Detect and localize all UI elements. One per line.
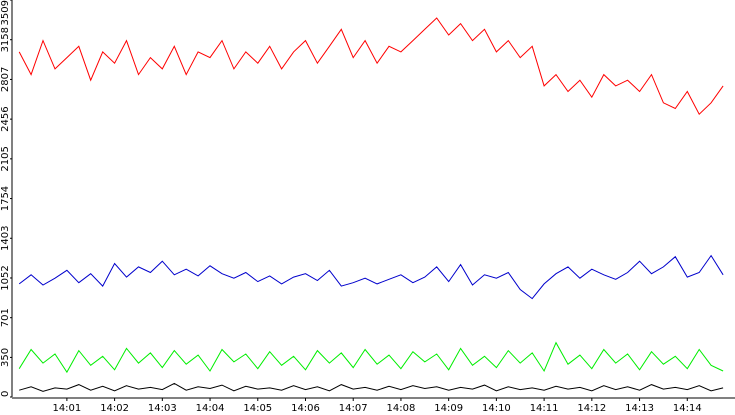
x-tick-label: 14:06	[291, 403, 320, 414]
x-tick-label: 14:02	[100, 403, 129, 414]
y-tick-label: 3509	[0, 0, 11, 25]
series-line	[19, 382, 724, 392]
series-line	[18, 254, 724, 300]
y-tick-label: 2105	[0, 146, 11, 171]
y-tick-label: 2807	[0, 67, 11, 92]
y-tick-label: 2456	[0, 106, 11, 131]
x-tick-label: 14:10	[482, 403, 511, 414]
x-tick-label: 14:01	[52, 403, 81, 414]
x-tick-label: 14:09	[434, 403, 463, 414]
y-tick-label: 1403	[0, 226, 11, 251]
x-tick-label: 14:14	[673, 403, 702, 414]
x-tick-label: 14:03	[148, 403, 177, 414]
x-tick-label: 14:13	[625, 403, 654, 414]
y-tick-label: 0	[0, 391, 11, 397]
y-tick-label: 3158	[0, 27, 11, 52]
series-line	[18, 17, 724, 116]
x-tick-label: 14:05	[243, 403, 272, 414]
y-tick-label: 1052	[0, 265, 11, 290]
y-tick-label: 1754	[0, 186, 11, 211]
y-tick-label: 350	[0, 348, 11, 367]
y-tick-label: 701	[0, 308, 11, 327]
series-line	[18, 341, 724, 374]
x-tick-label: 14:11	[530, 403, 559, 414]
x-tick-label: 14:08	[387, 403, 416, 414]
x-tick-label: 14:04	[196, 403, 225, 414]
x-tick-label: 14:12	[577, 403, 606, 414]
x-tick-label: 14:07	[339, 403, 368, 414]
